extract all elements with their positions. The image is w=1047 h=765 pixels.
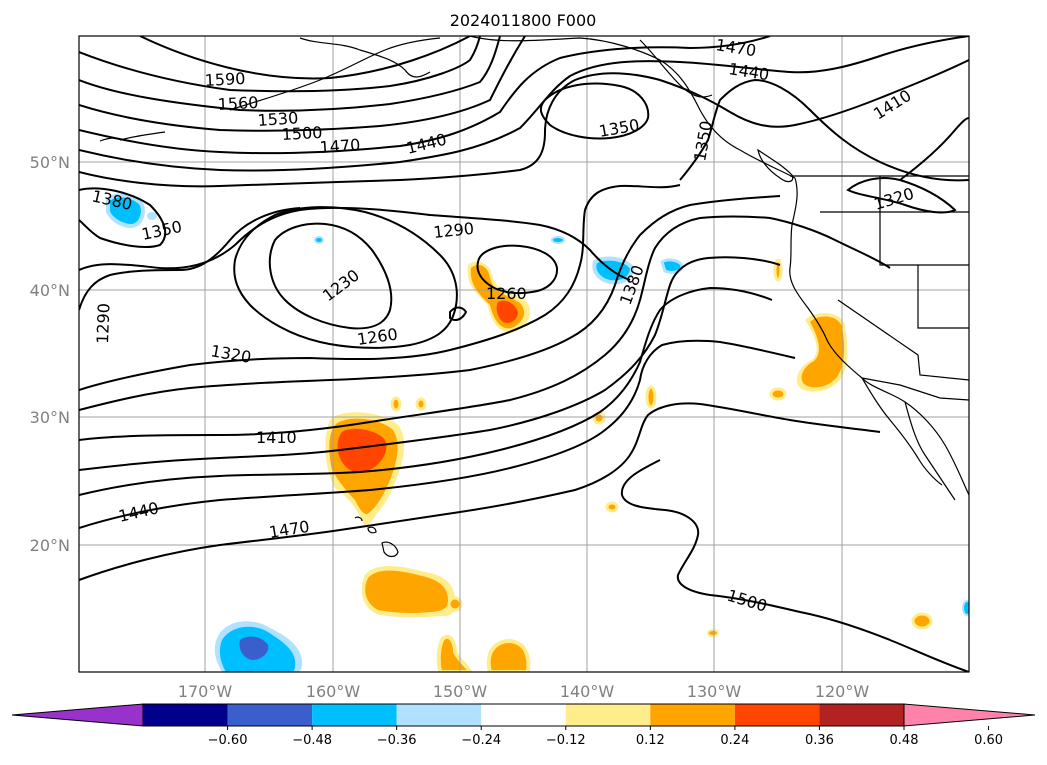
latitude-labels: 50°N 40°N 30°N 20°N [30, 153, 70, 555]
colorbar-extend-high [903, 703, 1036, 727]
lon-label: 170°W [178, 682, 233, 701]
colorbar-extend-low [11, 703, 144, 727]
colorbar-tick-label: −0.12 [546, 733, 586, 748]
shade-dot-4 [645, 385, 657, 409]
lon-label: 160°W [306, 682, 361, 701]
colorbar-segment [396, 704, 482, 726]
shade-hawaii-red [337, 428, 387, 473]
shade-blue-small-1 [551, 236, 565, 244]
contour-label: 1560 [217, 93, 259, 114]
contour-label: 1470 [319, 135, 361, 157]
shade-south-orange [365, 570, 449, 614]
map-title: 2024011800 F000 [450, 11, 597, 30]
lat-label: 50°N [30, 153, 70, 172]
colorbar-segment [819, 704, 904, 726]
shade-bottom-1 [436, 634, 473, 672]
map-area: 1590 1560 1530 1500 1470 1440 1470 1440 … [79, 36, 969, 672]
colorbar-tick-label: −0.24 [461, 733, 501, 748]
contour-label: 1260 [486, 284, 527, 303]
shade-dot-8 [911, 612, 933, 630]
contour-label: 1530 [257, 108, 299, 130]
colorbar-tick-label: −0.48 [292, 733, 332, 748]
colorbar-tick-label: 0.24 [720, 733, 749, 748]
colorbar-segment [312, 704, 397, 726]
lat-label: 20°N [30, 536, 70, 555]
colorbar-tick-label: 0.36 [805, 733, 834, 748]
map-frame [78, 35, 970, 673]
colorbar: −0.60 −0.48 −0.36 −0.24 −0.12 0.12 0.24 0.36 0.4… [11, 703, 1036, 748]
contour-label: 1410 [256, 428, 297, 447]
lon-label: 120°W [815, 682, 870, 701]
graticule [79, 36, 969, 672]
colorbar-tick-label: −0.60 [208, 733, 248, 748]
colorbar-tick-label: 0.60 [974, 733, 1003, 748]
lon-label: 130°W [687, 682, 742, 701]
shade-dot-7 [769, 387, 787, 401]
shade-blue-small-3 [147, 212, 157, 220]
colorbar-segment [565, 704, 651, 726]
colorbar-tick-label: −0.36 [377, 733, 417, 748]
colorbar-segment [481, 704, 566, 726]
shade-dot-1 [390, 396, 402, 412]
lat-label: 30°N [30, 408, 70, 427]
shade-california-orange [801, 316, 845, 388]
colorbar-segment [650, 704, 735, 726]
shade-dot-10 [447, 596, 463, 612]
coastlines [99, 36, 969, 558]
colorbar-outline [142, 703, 905, 727]
shade-blue-edge [962, 600, 969, 616]
lon-label: 140°W [560, 682, 615, 701]
contour-label: 1290 [93, 303, 113, 344]
shade-blue-south-dark [239, 636, 269, 660]
colorbar-tick-label: 0.12 [636, 733, 665, 748]
shade-dot-2 [415, 397, 427, 411]
contour-labels: 1590 1560 1530 1500 1470 1440 1470 1440 … [90, 36, 916, 616]
colorbar-segment [734, 704, 820, 726]
colorbar-segment [227, 704, 313, 726]
shade-bottom-2 [486, 639, 531, 672]
shade-dot-9 [707, 629, 719, 637]
contour-label: 1590 [204, 69, 246, 90]
longitude-labels: 170°W 160°W 150°W 140°W 130°W 120°W [178, 682, 870, 701]
shade-blue-west [106, 193, 145, 229]
lon-label: 150°W [433, 682, 488, 701]
shade-low-center-red [496, 300, 518, 323]
shade-dot-5 [605, 501, 619, 513]
shade-blue-small-2 [314, 236, 324, 244]
contour-label: 1290 [432, 219, 474, 242]
height-contours [79, 36, 969, 672]
colorbar-tick-label: 0.48 [890, 733, 919, 748]
lat-label: 40°N [30, 281, 70, 300]
colorbar-segment [143, 704, 228, 726]
contour-label: 1500 [281, 123, 323, 144]
shade-blue-east-2 [660, 258, 684, 274]
